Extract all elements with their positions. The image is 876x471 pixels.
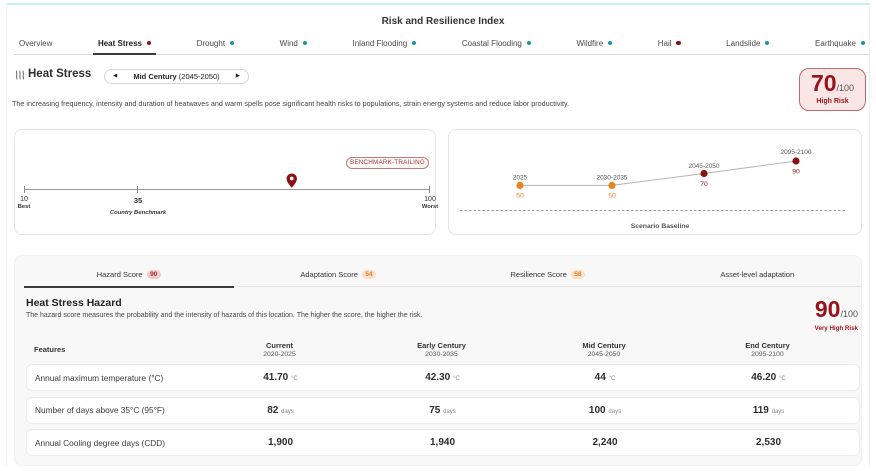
svg-text:2095-2100: 2095-2100 [780,149,811,156]
svg-text:90: 90 [792,169,800,176]
svg-text:70: 70 [700,181,708,188]
svg-text:2030-2035: 2030-2035 [596,175,627,182]
svg-text:50: 50 [516,193,524,200]
svg-text:50: 50 [608,193,616,200]
svg-text:2045-2050: 2045-2050 [688,163,719,170]
svg-text:2025: 2025 [513,175,528,182]
